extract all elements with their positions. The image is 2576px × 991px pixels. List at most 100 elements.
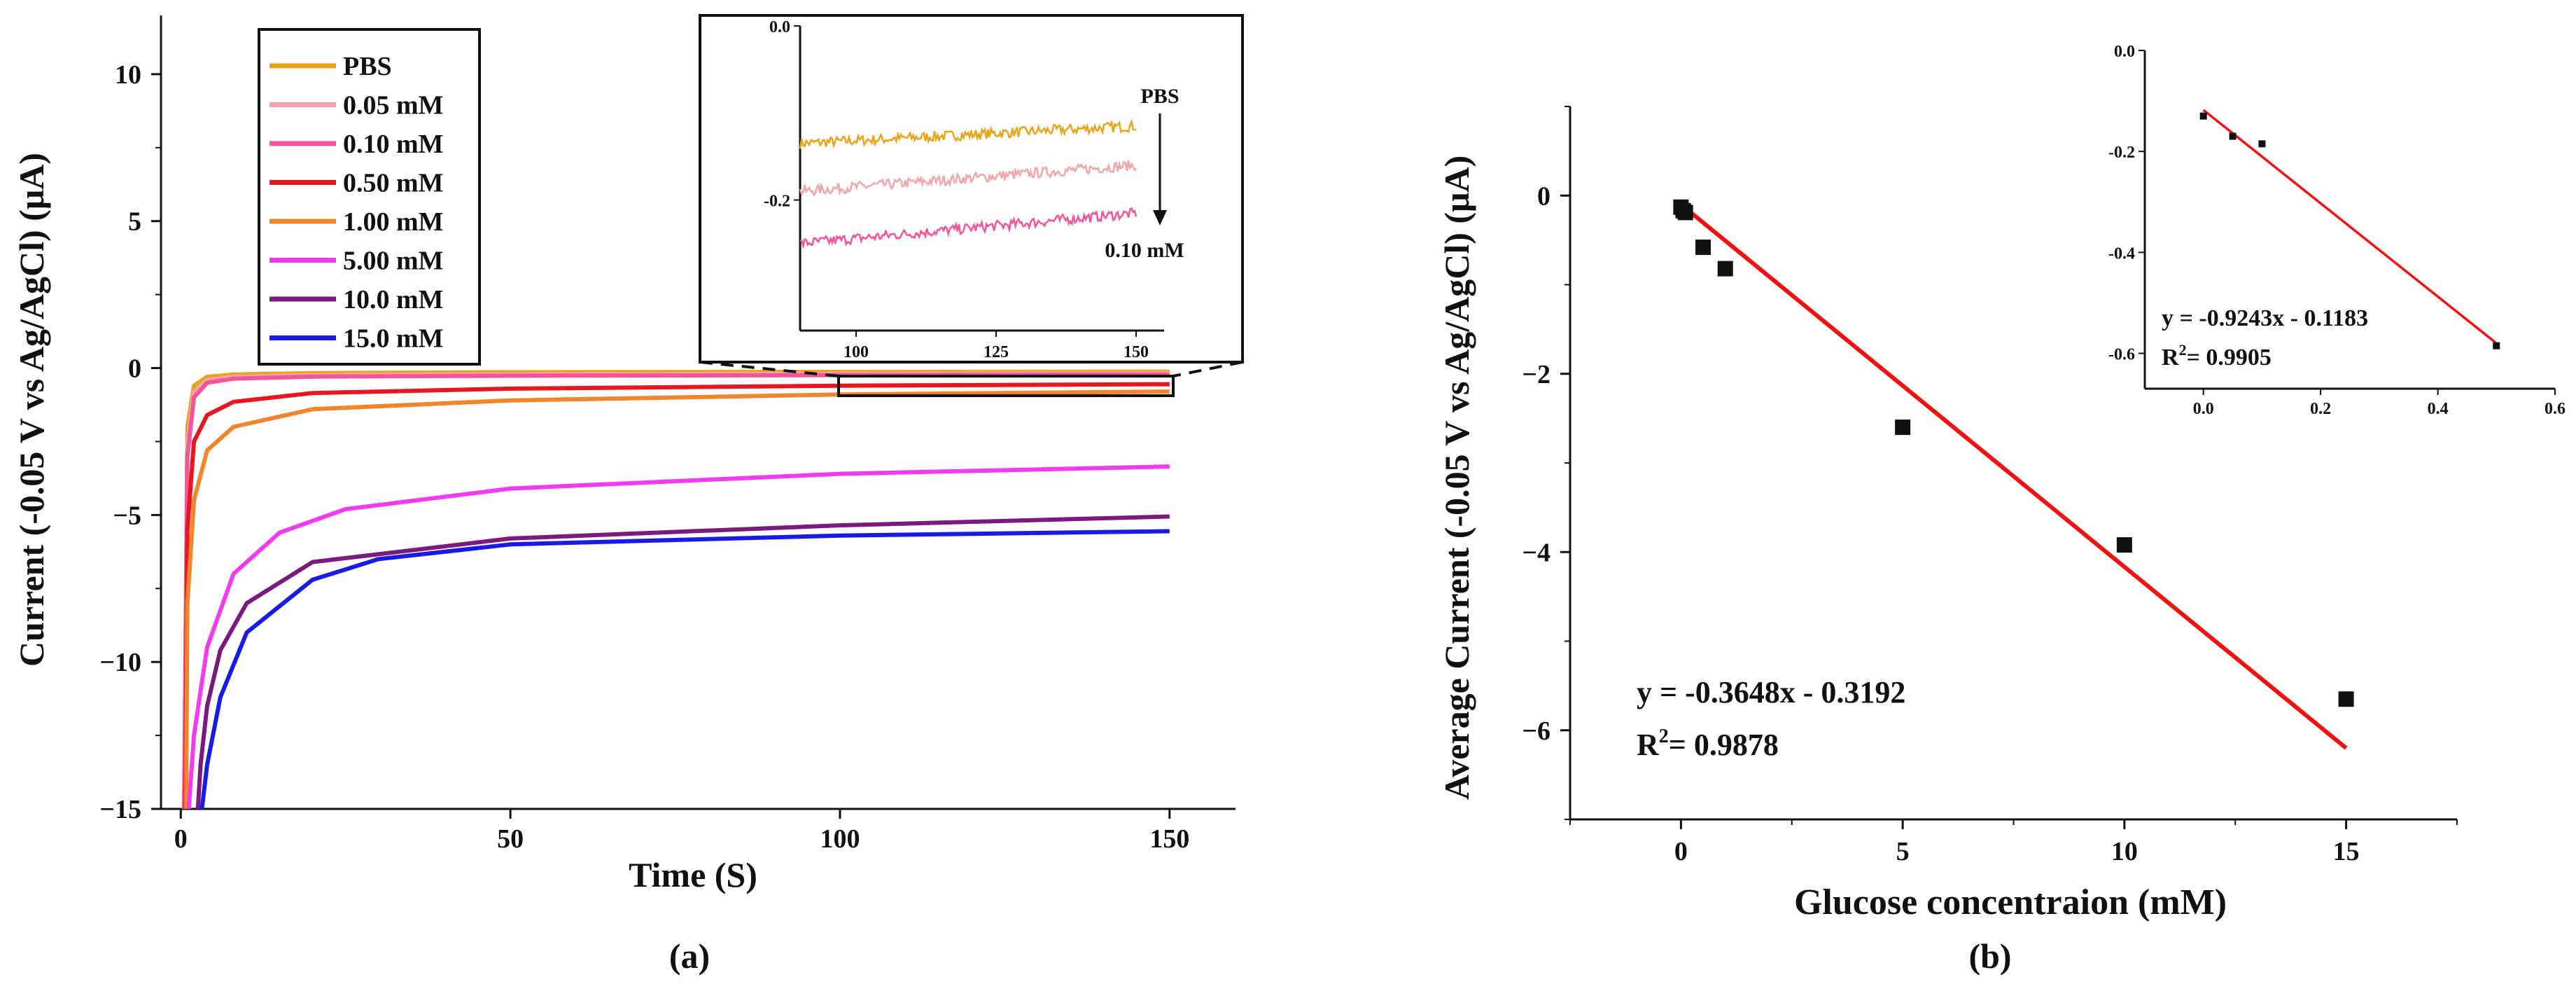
b-ylabel: Average Current (-0.05 V vs Ag/AgCl) (μA… <box>1437 155 1476 800</box>
a-x-tick-label: 50 <box>497 824 524 854</box>
b-r2-sup: 2 <box>1659 726 1669 747</box>
b-main-axes: 0 5 10 15 −6 −4 −2 0 <box>1522 106 2458 866</box>
a-inset-y-tick-label: -0.2 <box>764 193 790 211</box>
a-x-tick-label: 150 <box>1149 824 1189 854</box>
a-inset-series-line <box>799 118 1137 149</box>
legend-label: 5.00 mM <box>343 247 444 276</box>
b-inset-fit-line <box>2202 109 2498 345</box>
a-series-line <box>195 514 1170 810</box>
b-main-plot <box>1673 199 2354 750</box>
a-main-series <box>182 369 1170 810</box>
b-inset-axes: 0.0 0.2 0.4 0.6 0.0 -0.2 -0.4 -0.6 <box>2108 43 2566 418</box>
b-inset-x-tick-label: 0.4 <box>2428 400 2449 418</box>
legend-label: 0.50 mM <box>343 169 444 198</box>
a-inset-x-tick-label: 100 <box>844 343 869 361</box>
a-inset-x-tick-label: 125 <box>983 343 1009 361</box>
b-r2-prefix: R <box>1637 728 1660 762</box>
b-data-point <box>1717 261 1733 277</box>
b-fit-line <box>1679 202 2348 750</box>
a-series-line <box>182 372 1170 810</box>
a-inset-series <box>799 118 1138 250</box>
b-inset-x-tick-label: 0.6 <box>2544 400 2566 418</box>
b-inset-data-point <box>2493 342 2500 349</box>
a-y-tick-label: −10 <box>99 648 141 677</box>
b-inset-y-tick-label: -0.4 <box>2108 244 2135 263</box>
a-x-tick-label: 0 <box>174 824 188 854</box>
b-y-tick-label: −4 <box>1522 538 1550 567</box>
b-x-tick-label: 0 <box>1674 837 1688 866</box>
b-inset-r2-prefix: R <box>2162 345 2179 370</box>
legend-label: 1.00 mM <box>343 207 444 237</box>
b-r2-value: = 0.9878 <box>1669 728 1779 762</box>
b-inset-y-tick-label: 0.0 <box>2114 43 2135 61</box>
a-zoom-region <box>837 375 1175 397</box>
b-data-point <box>1695 240 1712 256</box>
b-r2: R2= 0.9878 <box>1637 726 1779 762</box>
b-inset-x-tick-label: 0.0 <box>2193 400 2214 418</box>
a-main-axes: 0 50 100 150 −15 −10 −5 0 5 10 <box>99 15 1236 854</box>
b-y-tick-label: 0 <box>1537 181 1550 211</box>
a-series-line <box>186 464 1170 810</box>
b-x-tick-label: 15 <box>2333 837 2360 866</box>
a-y-tick-label: 5 <box>128 207 141 237</box>
a-xlabel: Time (S) <box>629 855 757 894</box>
a-ylabel: Current (-0.05 V vs Ag/AgCl) (μA) <box>12 153 51 667</box>
legend-label: 10.0 mM <box>343 285 444 314</box>
a-inset-annotation-top: PBS <box>1140 85 1179 108</box>
b-inset-data-point <box>2229 132 2236 140</box>
a-inset-frame <box>699 14 1244 363</box>
a-series-line <box>183 382 1170 810</box>
panel-b: 0 5 10 15−6−4−20 Glucose concentraion (mM) … <box>1437 43 2566 976</box>
b-data-point <box>2338 691 2354 707</box>
a-zoom-connector-left <box>699 361 839 377</box>
b-x-tick-label: 10 <box>2111 837 2138 866</box>
a-series-line <box>183 389 1170 810</box>
b-inset-r2: R2= 0.9905 <box>2162 341 2272 370</box>
legend-box <box>258 28 481 366</box>
legend-label: 0.05 mM <box>343 91 444 120</box>
b-data-point <box>1677 205 1693 221</box>
a-panel-label: (a) <box>669 936 710 976</box>
b-inset-y-tick-label: -0.6 <box>2108 346 2135 364</box>
b-inset-r2-sup: 2 <box>2179 341 2187 359</box>
a-inset-x-tick-label: 150 <box>1124 343 1149 361</box>
legend-label: 0.10 mM <box>343 130 444 159</box>
b-panel-label: (b) <box>1968 936 2011 976</box>
a-inset-series-line <box>799 160 1137 197</box>
a-series-line <box>182 370 1170 810</box>
a-inset-arrow-head <box>1153 210 1167 226</box>
a-y-tick-label: −5 <box>113 501 141 530</box>
a-inset-series-line <box>799 207 1138 250</box>
b-xlabel: Glucose concentraion (mM) <box>1794 882 2227 922</box>
a-inset-axes: 100 125 150 0.0 -0.2 <box>764 18 1164 361</box>
panel-a: 0 50 100 150 −15 −10 −5 0 5 10 Time (S) Current (… <box>12 14 1244 976</box>
a-y-tick-label: −15 <box>99 795 141 824</box>
a-series-line <box>200 529 1170 810</box>
b-y-tick-label: −6 <box>1522 716 1550 746</box>
b-inset-x-tick-label: 0.2 <box>2310 400 2331 418</box>
a-x-tick-label: 100 <box>820 824 860 854</box>
b-y-tick-label: −2 <box>1522 360 1550 389</box>
a-y-tick-label: 0 <box>128 354 141 384</box>
a-zoom-connector-right <box>1172 361 1243 377</box>
a-inset: 100 125 150 0.0 -0.2 PBS 0.10 mM <box>699 14 1244 363</box>
a-y-tick-label: 10 <box>115 60 141 90</box>
a-inset-y-tick-label: 0.0 <box>769 18 790 36</box>
b-equation: y = -0.3648x - 0.3192 <box>1637 675 1905 709</box>
b-inset-r2-value: = 0.9905 <box>2187 345 2272 370</box>
b-inset-plot <box>2199 109 2500 349</box>
b-inset-equation: y = -0.9243x - 0.1183 <box>2162 305 2368 331</box>
b-x-tick-label: 5 <box>1896 837 1910 866</box>
a-series-line <box>182 369 1170 810</box>
legend-label: 15.0 mM <box>343 324 444 354</box>
b-inset-data-point <box>2199 112 2207 120</box>
b-data-point <box>1895 420 1911 436</box>
legend-label: PBS <box>343 52 392 81</box>
b-inset: 0.0 0.2 0.4 0.6 0.0 -0.2 -0.4 -0.6 y = -0.9243x… <box>2108 43 2566 418</box>
b-inset-y-tick-label: -0.2 <box>2108 144 2135 162</box>
a-inset-annotation-bottom: 0.10 mM <box>1105 239 1184 262</box>
b-data-point <box>2116 537 2132 553</box>
legend: PBS 0.05 mM 0.10 mM 0.50 mM 1.00 mM 5.00 mM 10… <box>258 28 481 366</box>
b-inset-data-point <box>2258 140 2266 148</box>
